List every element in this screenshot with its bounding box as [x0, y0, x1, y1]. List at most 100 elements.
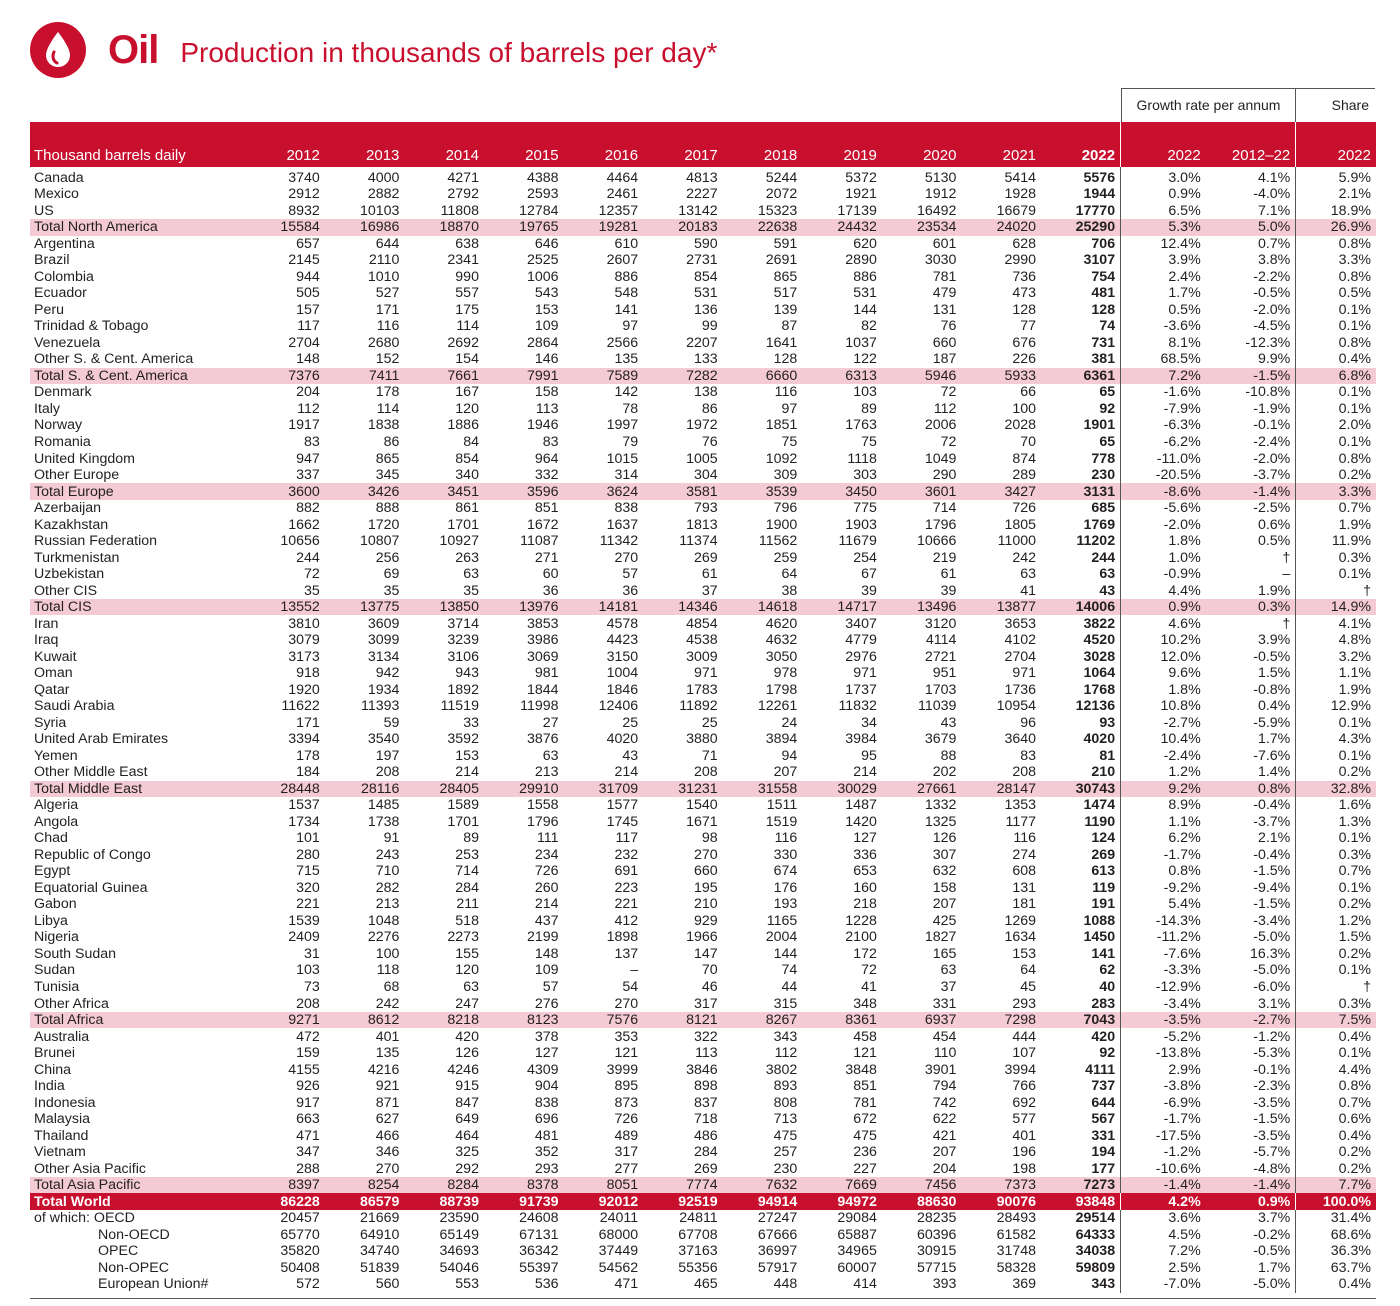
- year-value-cell: 971: [1012, 665, 1037, 682]
- row-label: Turkmenistan: [34, 549, 120, 566]
- year-value-cell: 60: [542, 566, 559, 583]
- year-value-cell: 244: [1091, 549, 1116, 566]
- year-value-cell: 64: [781, 566, 798, 583]
- year-value-cell: 660: [694, 863, 718, 880]
- year-value-cell: 148: [296, 351, 320, 368]
- year-value-cell: 31: [304, 945, 320, 962]
- year-value-cell: 57: [622, 566, 639, 583]
- column-header: 2013: [366, 147, 400, 164]
- growth-2022-cell: -6.3%: [1120, 417, 1206, 434]
- growth-2012-22-cell: 2.1%: [1257, 830, 1291, 847]
- year-value-cell: 65: [1099, 384, 1116, 401]
- share-2022-cell: 7.7%: [1295, 1176, 1376, 1194]
- year-value-cell: 1511: [766, 797, 798, 814]
- year-value-cell: 99: [701, 318, 718, 335]
- year-value-cell: 137: [614, 945, 639, 962]
- table-row: Vietnam 347 346 325 352 317 284 257 236 207 196 194…: [30, 1143, 1376, 1161]
- year-value-cell: 2593: [526, 186, 559, 203]
- column-header: 2014: [445, 147, 479, 164]
- year-value-cell: 144: [853, 301, 877, 318]
- growth-2012-22-cell: 0.5%: [1257, 533, 1291, 550]
- table-row: Ecuador 505 527 557 543 548 531 517 531 479 473 481…: [30, 285, 1376, 302]
- year-value-cell: 141: [1091, 945, 1116, 962]
- year-value-cell: 11892: [679, 698, 718, 715]
- row-label: Mexico: [34, 186, 79, 203]
- year-value-cell: 7456: [924, 1177, 957, 1194]
- year-value-cell: 531: [853, 285, 877, 302]
- year-value-cell: 197: [375, 747, 400, 764]
- year-value-cell: 63: [463, 979, 479, 995]
- year-value-cell: 1177: [1005, 813, 1037, 830]
- year-value-cell: 874: [1012, 450, 1037, 467]
- table-row: Kazakhstan 1662 1720 1701 1672 1637 1813 1900 19…: [30, 516, 1376, 533]
- row-label: Syria: [34, 714, 67, 731]
- year-value-cell: 208: [1012, 764, 1037, 781]
- year-value-cell: 971: [853, 665, 877, 682]
- year-value-cell: 33: [463, 714, 479, 731]
- growth-2022-cell: -6.9%: [1120, 1094, 1206, 1111]
- year-value-cell: 30743: [1075, 780, 1116, 797]
- year-value-cell: 3640: [1004, 731, 1037, 748]
- year-value-cell: 46: [701, 979, 718, 995]
- table-row: Indonesia 917 871 847 838 873 837 808 781 742 692 6…: [30, 1094, 1376, 1111]
- growth-2022-cell: 4.5%: [1120, 1226, 1206, 1243]
- growth-2012-22-cell: 5.0%: [1257, 219, 1291, 236]
- year-value-cell: 11342: [599, 533, 639, 550]
- year-value-cell: 94972: [837, 1193, 877, 1210]
- year-value-cell: 88630: [916, 1193, 957, 1210]
- table-row: Non-OPEC 50408 51839 54046 55397 54562 55356 57…: [30, 1259, 1376, 1277]
- table-row: Trinidad & Tobago 117 116 114 109 97 99 87 82 76 7…: [30, 318, 1376, 335]
- year-value-cell: 98: [701, 830, 718, 847]
- year-value-cell: 505: [296, 285, 320, 302]
- year-value-cell: 15323: [757, 202, 798, 219]
- year-value-cell: 93848: [1075, 1193, 1116, 1210]
- year-value-cell: 92012: [598, 1193, 639, 1210]
- year-value-cell: 100: [1012, 400, 1037, 417]
- year-value-cell: 172: [853, 945, 877, 962]
- growth-2022-cell: -11.2%: [1120, 929, 1206, 946]
- year-value-cell: 3106: [447, 648, 479, 665]
- year-value-cell: 838: [614, 500, 639, 517]
- year-value-cell: 50408: [280, 1259, 320, 1276]
- year-value-cell: 517: [773, 285, 798, 302]
- year-value-cell: 127: [853, 830, 877, 847]
- growth-rate-label: Growth rate per annum: [1121, 88, 1295, 122]
- year-value-cell: 736: [1012, 268, 1037, 285]
- row-label: Iran: [34, 615, 59, 632]
- year-value-cell: 10927: [439, 533, 479, 550]
- year-value-cell: 3030: [924, 252, 957, 269]
- year-value-cell: 9271: [288, 1012, 320, 1029]
- share-2022-cell: 4.8%: [1295, 631, 1376, 649]
- year-value-cell: 353: [614, 1028, 639, 1045]
- row-label: Canada: [34, 170, 84, 186]
- year-value-cell: 3624: [606, 483, 639, 500]
- table-row: Other CIS 35 35 35 36 36 37 38 39 39 41 43 4.4% 1.9% †: [30, 582, 1376, 599]
- year-value-cell: 8932: [288, 202, 320, 219]
- table-row: Kuwait 3173 3134 3106 3069 3150 3009 3050 2976 27…: [30, 648, 1376, 665]
- year-value-cell: 3600: [288, 483, 320, 500]
- year-value-cell: 331: [932, 995, 957, 1012]
- year-value-cell: 3810: [288, 615, 320, 632]
- share-2022-cell: 0.1%: [1295, 962, 1376, 979]
- year-value-cell: 112: [933, 400, 957, 417]
- row-label: Republic of Congo: [34, 846, 151, 863]
- year-value-cell: 230: [773, 1160, 798, 1177]
- column-header: 2022: [1295, 122, 1376, 167]
- year-value-cell: 41: [1020, 582, 1037, 599]
- year-value-cell: 86: [701, 400, 718, 417]
- growth-2012-22-cell: –: [1282, 566, 1291, 583]
- year-value-cell: 277: [614, 1160, 639, 1177]
- table-row: Thailand 471 466 464 481 489 486 475 475 421 401 33…: [30, 1127, 1376, 1144]
- table-row: United Kingdom 947 865 854 964 1015 1005 1092 11…: [30, 450, 1376, 467]
- year-value-cell: 465: [694, 1276, 718, 1293]
- year-value-cell: 92: [1099, 1045, 1116, 1062]
- year-value-cell: 133: [694, 351, 718, 368]
- year-value-cell: 472: [296, 1028, 320, 1045]
- page-title: Oil: [108, 27, 159, 72]
- year-value-cell: 24020: [996, 219, 1037, 236]
- year-value-cell: 118: [376, 962, 400, 979]
- year-value-cell: 271: [534, 549, 559, 566]
- year-value-cell: 157: [296, 301, 320, 318]
- growth-2022-cell: -1.7%: [1120, 1110, 1206, 1128]
- year-value-cell: 893: [773, 1078, 798, 1095]
